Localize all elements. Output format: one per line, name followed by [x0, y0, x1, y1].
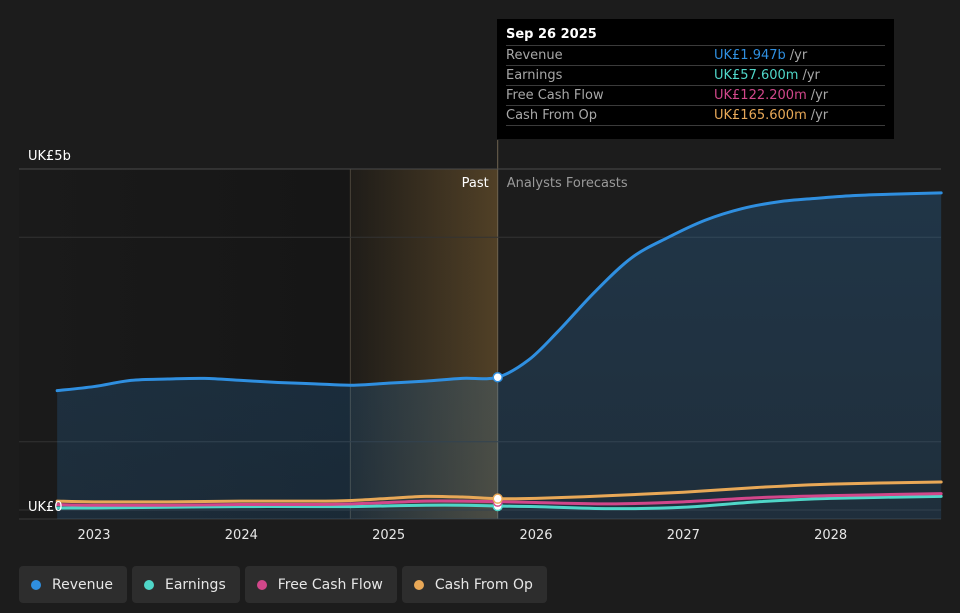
y-tick-label-top: UK£5b [28, 149, 71, 164]
cash-from-op-line [55, 480, 943, 504]
legend-dot-cash-from-op [413, 579, 424, 590]
legend-dot-free-cash-flow [256, 579, 267, 590]
x-tick-label: 2024 [225, 528, 258, 543]
cash-from-op-marker [492, 493, 503, 504]
tooltip-value-revenue: UK£1.947b [714, 48, 786, 63]
legend-label-revenue: Revenue [52, 576, 113, 593]
x-tick-label: 2028 [814, 528, 847, 543]
x-tick-label: 2027 [667, 528, 700, 543]
tooltip-unit-earnings: /yr [802, 68, 820, 83]
legend-dot-earnings [143, 579, 154, 590]
tooltip-label-earnings: Earnings [506, 68, 563, 83]
tooltip-unit-revenue: /yr [789, 48, 808, 63]
tooltip-label-cash-from-op: Cash From Op [506, 108, 598, 123]
forecast-label: Analysts Forecasts [507, 176, 628, 191]
past-label: Past [462, 176, 489, 191]
revenue-marker [492, 371, 503, 383]
tooltip: Sep 26 2025 Revenue UK£1.947b /yr Earnin… [497, 19, 894, 139]
tooltip-value-earnings: UK£57.600m [714, 68, 799, 83]
legend-label-earnings: Earnings [164, 576, 226, 593]
legend-dot-revenue [31, 579, 41, 590]
tooltip-unit-cash-from-op: /yr [810, 108, 829, 123]
free-cash-flow-line [55, 492, 943, 507]
x-tick-label: 2023 [77, 528, 110, 543]
legend-label-cash-from-op: Cash From Op [434, 576, 533, 593]
tooltip-row-free-cash-flow: Free Cash Flow UK£122.200m /yr [506, 85, 885, 105]
y-tick-label-bottom: UK£0 [28, 500, 63, 515]
tooltip-label-free-cash-flow: Free Cash Flow [506, 88, 604, 103]
tooltip-row-cash-from-op: Cash From Op UK£165.600m /yr [506, 105, 885, 126]
tooltip-date: Sep 26 2025 [506, 27, 597, 42]
legend-item-free-cash-flow[interactable]: Free Cash Flow [244, 566, 397, 603]
x-tick-label: 2026 [519, 528, 552, 543]
legend: Revenue Earnings Free Cash Flow Cash Fro… [19, 566, 552, 603]
tooltip-value-free-cash-flow: UK£122.200m [714, 88, 807, 103]
earnings-line [55, 494, 943, 511]
tooltip-row-revenue: Revenue UK£1.947b /yr [506, 45, 885, 65]
tooltip-row-earnings: Earnings UK£57.600m /yr [506, 65, 885, 85]
legend-item-revenue[interactable]: Revenue [19, 566, 127, 603]
x-tick-label: 2025 [372, 528, 405, 543]
tooltip-label-revenue: Revenue [506, 48, 563, 63]
tooltip-value-cash-from-op: UK£165.600m [714, 108, 807, 123]
tooltip-unit-free-cash-flow: /yr [810, 88, 829, 103]
legend-label-free-cash-flow: Free Cash Flow [277, 576, 383, 593]
legend-item-cash-from-op[interactable]: Cash From Op [401, 566, 547, 603]
legend-item-earnings[interactable]: Earnings [131, 566, 240, 603]
revenue-area [57, 192, 942, 519]
